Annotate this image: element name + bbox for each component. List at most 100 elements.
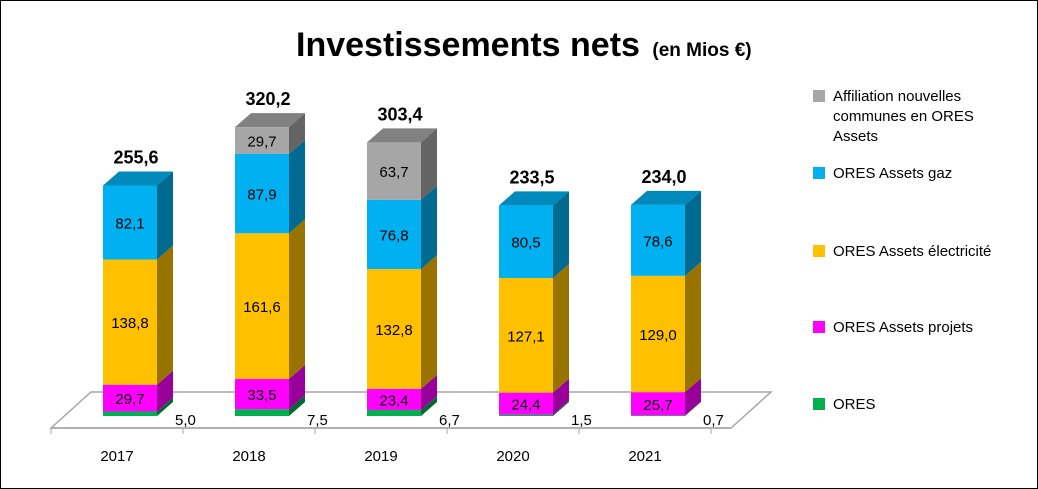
data-label: 29,7: [247, 134, 276, 151]
legend-label: Assets: [833, 128, 878, 145]
bar-top: [367, 128, 437, 143]
bar-front: [367, 409, 421, 416]
bar-side: [685, 378, 701, 416]
bar-segment: [367, 374, 437, 410]
bar-side: [421, 255, 437, 389]
bar-segment: [631, 190, 701, 276]
x-tick-label: 2018: [232, 448, 265, 465]
bar-segment: [235, 219, 305, 380]
bar-segment: [103, 397, 173, 416]
total-label: 303,4: [377, 104, 422, 124]
bar-front: [367, 142, 421, 200]
bar-segment: [103, 245, 173, 385]
data-label: 24,4: [511, 397, 540, 414]
bar-segment: [367, 255, 437, 389]
bar-side: [289, 395, 305, 416]
data-label: 129,0: [639, 327, 677, 344]
bar-front: [103, 384, 157, 412]
legend-swatch: [813, 245, 825, 257]
bar-segment: [103, 171, 173, 260]
bar-side: [289, 113, 305, 154]
bar-segment: [103, 370, 173, 412]
legend-item: ORES Assets projets: [813, 319, 973, 336]
bar-side: [553, 191, 569, 278]
data-label: 76,8: [379, 227, 408, 244]
bar-stacks: 29,7 138,8 82,1 255,6 33,5 161,6 87,9 29,7 320,2…: [103, 89, 701, 416]
bar-segment: [367, 185, 437, 270]
total-label: 234,0: [641, 167, 686, 187]
bar-stack-2017: 29,7 138,8 82,1 255,6: [103, 147, 173, 416]
legend: Affiliation nouvelles communes en ORES Ass…: [813, 88, 991, 413]
bar-front: [235, 379, 289, 410]
legend-item: ORES Assets électricité: [813, 243, 991, 260]
legend-item: ORES: [813, 396, 876, 413]
bar-front: [235, 127, 289, 154]
data-label: 29,7: [115, 391, 144, 408]
bar-side: [289, 219, 305, 380]
legend-swatch: [813, 90, 825, 102]
bar-segment: [631, 261, 701, 393]
data-label: 132,8: [375, 322, 413, 339]
data-label: 25,7: [643, 397, 672, 414]
x-tick-label: 2020: [496, 448, 529, 465]
legend-item: ORES Assets gaz: [813, 165, 952, 182]
bar-segment: [499, 191, 569, 278]
bar-side: [685, 401, 701, 416]
legend-label: ORES Assets électricité: [833, 243, 991, 260]
bar-side: [421, 185, 437, 270]
bar-segment: [367, 395, 437, 416]
bar-side: [157, 370, 173, 412]
bar-front: [103, 259, 157, 385]
bar-segment: [235, 113, 305, 154]
data-label: 80,5: [511, 235, 540, 252]
bar-side: [421, 374, 437, 410]
bar-side: [157, 245, 173, 385]
bar-stack-2021: 25,7 129,0 78,6 234,0: [631, 167, 701, 416]
bar-segment: [235, 395, 305, 416]
legend-item: Affiliation nouvelles communes en ORES Ass…: [813, 88, 974, 145]
bar-segment: [631, 378, 701, 416]
bar-front: [499, 205, 553, 278]
bar-top: [499, 191, 569, 206]
bar-front: [631, 415, 685, 416]
data-label: 82,1: [115, 215, 144, 232]
bar-side: [289, 139, 305, 234]
data-label: 23,4: [379, 392, 408, 409]
legend-label: ORES Assets gaz: [833, 165, 952, 182]
bar-side: [553, 378, 569, 415]
data-label: 161,6: [243, 299, 281, 316]
bar-top: [103, 171, 173, 186]
bar-front: [103, 411, 157, 416]
x-tick-label: 2017: [100, 448, 133, 465]
chart-title-main: Investissements nets: [296, 26, 640, 64]
bar-front: [499, 392, 553, 415]
data-label: 127,1: [507, 328, 545, 345]
x-tick-label: 2019: [364, 448, 397, 465]
total-label: 255,6: [113, 147, 158, 167]
legend-label: Affiliation nouvelles: [833, 88, 961, 105]
x-tick-label: 2021: [628, 448, 661, 465]
data-label: 0,7: [703, 412, 724, 429]
bar-side: [289, 365, 305, 410]
bar-front: [499, 414, 553, 416]
bar-segment: [631, 401, 701, 416]
bar-stack-2020: 24,4 127,1 80,5 233,5: [499, 167, 569, 416]
legend-label: ORES Assets projets: [833, 319, 973, 336]
total-label: 233,5: [509, 167, 554, 187]
bar-side: [157, 171, 173, 260]
chart-title: Investissements nets (en Mios €): [296, 26, 752, 64]
bar-stack-2018: 33,5 161,6 87,9 29,7 320,2: [235, 89, 305, 416]
bar-side: [157, 397, 173, 416]
legend-swatch: [813, 167, 825, 179]
bar-front: [631, 275, 685, 393]
bar-side: [553, 263, 569, 393]
bar-front: [235, 233, 289, 380]
bar-stack-2019: 23,4 132,8 76,8 63,7 303,4: [367, 104, 437, 416]
data-label: 138,8: [111, 315, 149, 332]
bar-front: [103, 185, 157, 260]
bar-segment: [235, 139, 305, 234]
data-label: 78,6: [643, 233, 672, 250]
bar-segment: [235, 365, 305, 410]
